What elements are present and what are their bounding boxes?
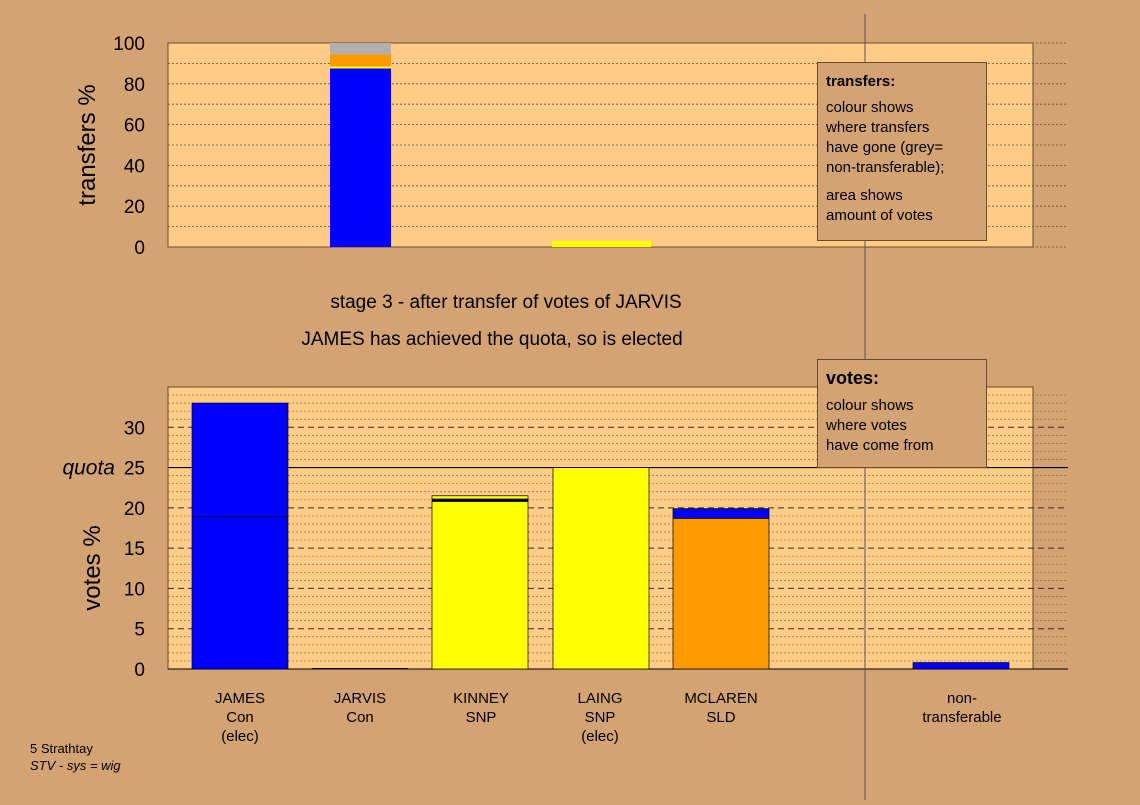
transfers-bar-james [330,54,391,67]
category-label: transferable [922,709,1001,726]
transfers-legend-line: where transfers [826,119,930,136]
transfers-y-tick-label: 20 [124,197,145,218]
system-label: STV - sys = wig [30,758,121,773]
votes-legend-line: where votes [826,417,907,434]
constituency-label: 5 Strathtay [30,741,93,756]
category-label: SNP [585,709,616,726]
transfers-bar-james [330,68,391,247]
category-label: Con [226,709,254,726]
category-label: SLD [706,709,735,726]
transfers-bar-james [330,66,391,69]
transfers-bar-kinney [552,240,651,247]
category-label: JARVIS [334,690,386,707]
votes-bar-non-transferable [912,662,1010,670]
transfers-y-tick-label: 80 [124,75,145,96]
transfers-legend-line: colour shows [826,99,914,116]
transfers-legend-line: non-transferable); [826,159,945,176]
stage-text: stage 3 - after transfer of votes of JAR… [330,292,681,313]
votes-bar-mclaren [672,508,770,519]
transfers-y-tick-label: 100 [113,34,145,55]
votes-y-tick-label: 25 [124,459,145,480]
votes-y-axis-label: votes % [79,525,106,610]
category-label: JAMES [215,690,265,707]
category-label: MCLAREN [684,690,757,707]
transfers-y-axis-label: transfers % [74,84,101,205]
votes-bar-james [191,402,289,518]
transfers-bar-james [330,43,391,55]
category-label: non- [947,690,977,707]
transfers-legend-line: have gone (grey= [826,139,944,156]
votes-legend-line: colour shows [826,397,914,414]
quota-label: quota [62,457,115,480]
transfers-legend: transfers: colour shows where transfers … [817,62,987,241]
votes-legend: votes: colour shows where votes have com… [817,359,987,468]
category-label: SNP [466,709,497,726]
votes-bar-laing [552,467,650,670]
footer: 5 Strathtay STV - sys = wig [30,740,121,774]
transfers-y-tick-label: 0 [134,238,145,259]
votes-y-tick-label: 10 [124,579,145,600]
transfers-legend-title: transfers: [826,73,896,90]
transfers-legend-line: area shows [826,187,903,204]
votes-y-tick-label: 30 [124,418,145,439]
category-label: Con [346,709,374,726]
elected-text: JAMES has achieved the quota, so is elec… [301,329,682,350]
category-label: (elec) [581,728,619,745]
votes-bar-mclaren [672,517,770,670]
category-label: (elec) [221,728,259,745]
transfers-legend-line: amount of votes [826,207,933,224]
votes-legend-title: votes: [826,368,880,388]
votes-bar-kinney [431,498,529,502]
transfers-y-tick-label: 40 [124,156,145,177]
votes-bar-kinney [431,501,529,670]
votes-bar-kinney [431,495,529,500]
votes-y-tick-label: 20 [124,499,145,520]
category-label: KINNEY [453,690,509,707]
votes-y-tick-label: 5 [134,620,145,641]
votes-y-tick-label: 0 [134,660,145,681]
votes-bar-james [191,516,289,670]
votes-y-tick-label: 15 [124,539,145,560]
votes-legend-line: have come from [826,437,934,454]
category-label: LAING [577,690,622,707]
transfers-y-tick-label: 60 [124,116,145,137]
